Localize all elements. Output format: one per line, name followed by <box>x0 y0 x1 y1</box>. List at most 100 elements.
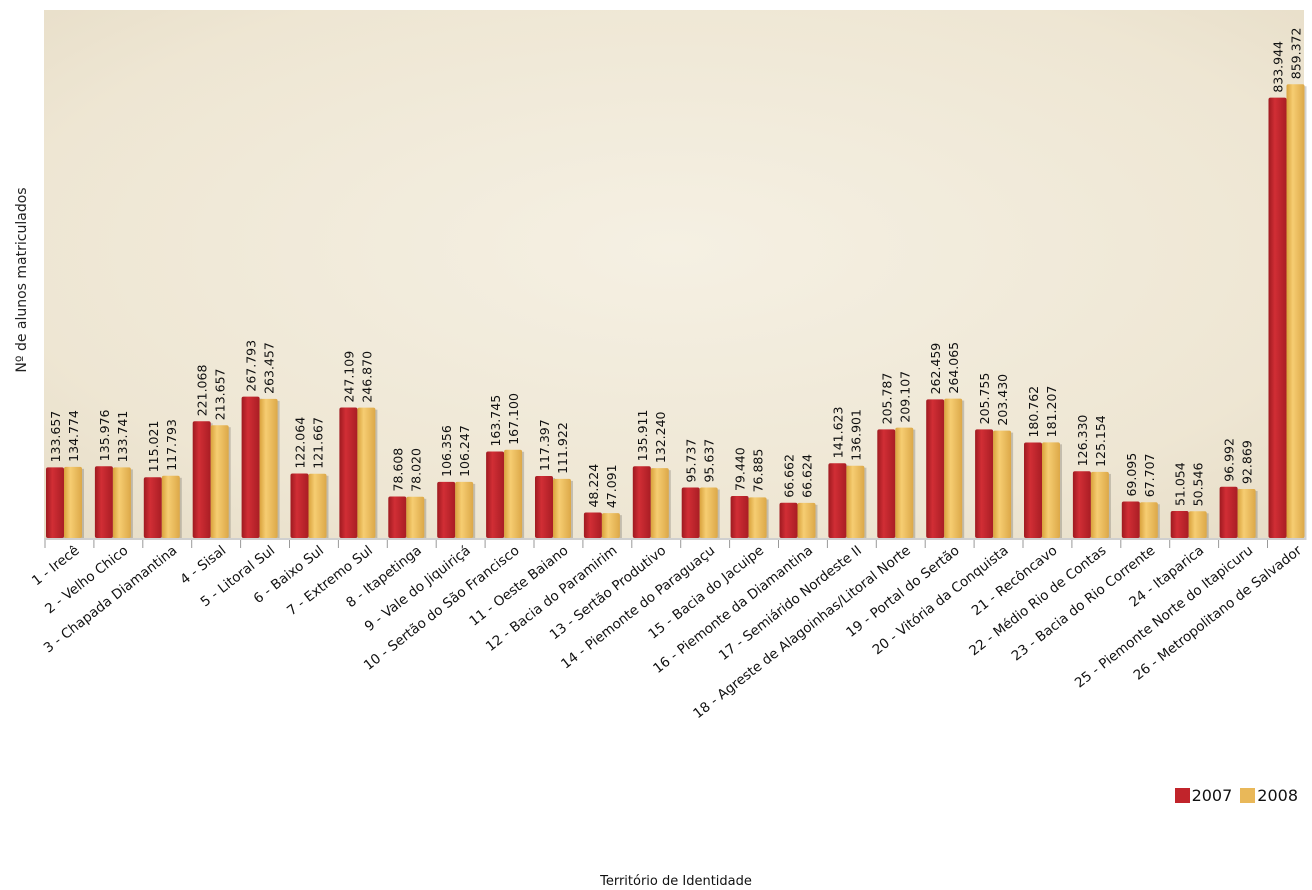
bar-2007-19 <box>926 399 945 538</box>
bar-2008-9 <box>455 481 474 538</box>
bar-2008-14 <box>699 487 718 538</box>
bar-2007-8 <box>388 496 407 538</box>
data-label-2007-10: 163.745 <box>488 395 503 447</box>
data-label-2008-5: 263.457 <box>262 342 277 394</box>
bar-2007-10 <box>486 451 505 538</box>
legend: 2007 2008 <box>1167 786 1298 805</box>
data-label-2008-10: 167.100 <box>506 393 521 445</box>
data-label-2008-12: 47.091 <box>604 464 619 508</box>
bar-2007-1 <box>46 467 64 538</box>
data-label-2007-13: 135.911 <box>635 410 650 462</box>
bar-2008-8 <box>406 496 425 538</box>
bar-2008-10 <box>504 449 523 538</box>
bar-2008-19 <box>944 398 963 538</box>
bar-2007-23 <box>1121 501 1140 538</box>
bar-2008-24 <box>1188 511 1207 538</box>
bar-2007-20 <box>975 429 994 538</box>
bar-2007-16 <box>779 502 798 538</box>
x-axis-title: Território de Identidade <box>600 874 752 889</box>
data-label-2007-26: 833.944 <box>1271 41 1286 93</box>
bar-2007-15 <box>730 496 749 538</box>
bar-2007-12 <box>583 512 602 538</box>
data-label-2008-1: 134.774 <box>66 410 81 462</box>
plot-background <box>44 10 1304 540</box>
x-tick-label-7: 7 - Extremo Sul <box>284 543 376 620</box>
data-label-2008-21: 181.207 <box>1044 386 1059 438</box>
bar-2007-7 <box>339 407 358 538</box>
data-label-2007-8: 78.608 <box>390 448 405 492</box>
data-label-2007-14: 95.737 <box>684 439 699 483</box>
data-label-2007-17: 141.623 <box>830 407 845 459</box>
bar-2007-11 <box>535 476 553 538</box>
bar-2007-4 <box>192 421 211 538</box>
bar-2007-9 <box>437 481 456 538</box>
data-label-2008-22: 125.154 <box>1093 415 1108 467</box>
data-label-2008-8: 78.020 <box>408 448 423 492</box>
bar-2008-7 <box>357 407 376 538</box>
bar-2008-3 <box>161 475 180 538</box>
x-tick-label-2: 2 - Velho Chico <box>42 543 131 618</box>
data-label-2008-3: 117.793 <box>164 419 179 471</box>
data-label-2007-3: 115.021 <box>146 421 161 473</box>
bar-2008-1 <box>64 466 82 538</box>
data-label-2007-20: 205.755 <box>977 373 992 425</box>
data-label-2007-25: 96.992 <box>1222 438 1237 482</box>
x-tick-label-25: 25 - Piemonte Norte do Itapicuru <box>1072 543 1256 692</box>
data-label-2007-18: 205.787 <box>879 373 894 425</box>
bar-2007-6 <box>290 473 309 538</box>
data-label-2007-21: 180.762 <box>1026 386 1041 438</box>
data-label-2008-6: 121.667 <box>311 417 326 469</box>
bar-2007-5 <box>241 396 260 538</box>
data-label-2008-7: 246.870 <box>359 351 374 403</box>
bar-2007-13 <box>632 466 651 538</box>
bar-2008-26 <box>1286 84 1305 538</box>
data-label-2007-7: 247.109 <box>341 351 356 403</box>
legend-swatch-2008 <box>1240 788 1256 803</box>
bar-2008-21 <box>1042 442 1060 538</box>
y-axis-title-wrap: Nº de alunos matriculados <box>8 160 36 400</box>
data-label-2008-23: 67.707 <box>1142 454 1157 498</box>
data-label-2007-22: 126.330 <box>1075 415 1090 467</box>
bar-2008-23 <box>1139 502 1158 538</box>
data-label-2007-12: 48.224 <box>586 464 601 508</box>
data-label-2008-9: 106.247 <box>457 425 472 477</box>
data-label-2007-5: 267.793 <box>244 340 259 392</box>
data-label-2007-4: 221.068 <box>195 365 210 417</box>
legend-label-2008: 2008 <box>1257 786 1298 805</box>
data-label-2007-15: 79.440 <box>733 447 748 491</box>
bar-2007-26 <box>1268 97 1287 539</box>
bar-2008-2 <box>112 467 131 538</box>
bar-2007-25 <box>1219 486 1238 538</box>
data-label-2008-16: 66.624 <box>800 454 815 498</box>
data-label-2007-9: 106.356 <box>439 425 454 477</box>
bar-2008-16 <box>797 502 816 538</box>
bar-2008-4 <box>210 425 229 538</box>
y-axis-title: Nº de alunos matriculados <box>14 187 30 373</box>
bar-2007-18 <box>877 429 896 538</box>
data-label-2007-2: 135.976 <box>97 409 112 461</box>
data-label-2008-4: 213.657 <box>213 368 228 420</box>
data-label-2007-11: 117.397 <box>537 419 552 471</box>
data-label-2008-14: 95.637 <box>702 439 717 483</box>
data-label-2007-16: 66.662 <box>782 454 797 498</box>
data-label-2008-2: 133.741 <box>115 411 130 463</box>
data-label-2007-23: 69.095 <box>1124 453 1139 497</box>
bar-2007-22 <box>1072 471 1091 538</box>
bar-2008-6 <box>308 473 327 538</box>
data-label-2007-19: 262.459 <box>928 343 943 395</box>
bar-2007-2 <box>94 466 113 538</box>
bar-2008-20 <box>993 430 1012 538</box>
bar-2008-13 <box>650 468 669 538</box>
bar-2007-21 <box>1024 442 1042 538</box>
data-label-2008-15: 76.885 <box>751 449 766 493</box>
data-label-2008-19: 264.065 <box>946 342 961 394</box>
bar-2007-17 <box>828 463 847 538</box>
bar-2008-12 <box>601 513 620 538</box>
data-label-2008-24: 50.546 <box>1191 463 1206 507</box>
legend-swatch-2007 <box>1174 788 1190 803</box>
bar-2008-5 <box>259 398 278 538</box>
bar-2008-22 <box>1090 471 1109 538</box>
data-label-2008-25: 92.869 <box>1240 440 1255 484</box>
data-label-2008-13: 132.240 <box>653 411 668 463</box>
